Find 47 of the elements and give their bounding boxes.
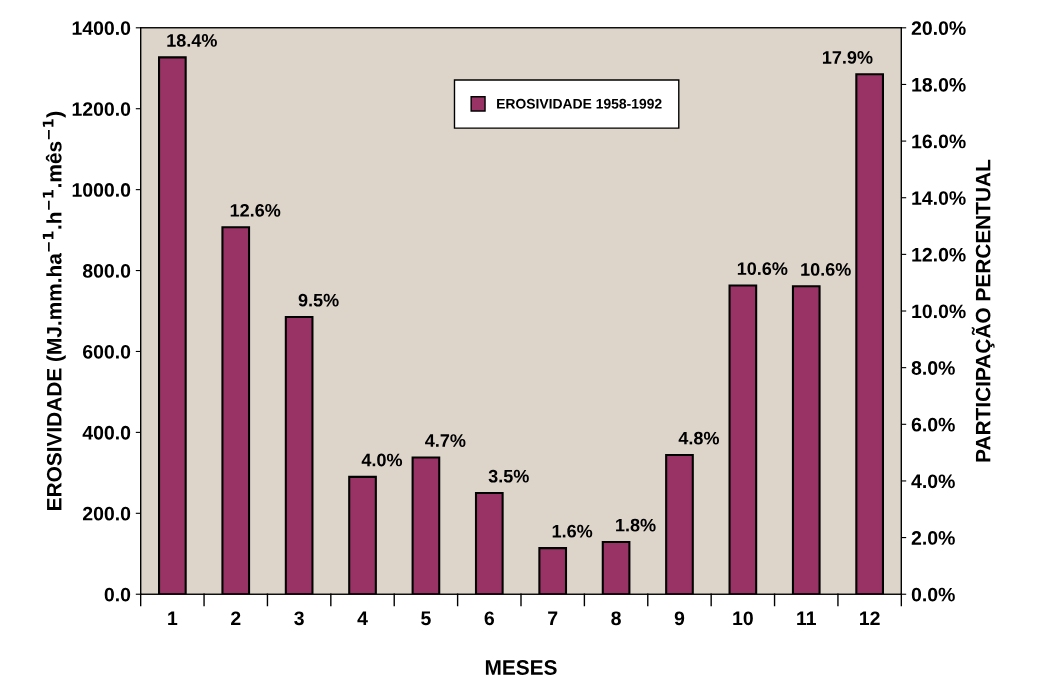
- y2-tick-label: 16.0%: [912, 134, 966, 149]
- y-tick-label: 0.0: [104, 587, 131, 602]
- x-tick-label: 4: [357, 611, 368, 625]
- y2-tick-label: 2.0%: [911, 531, 955, 545]
- x-tick-label: 11: [797, 611, 816, 625]
- x-tick-label: 2: [231, 611, 241, 625]
- x-tick-label: 3: [294, 611, 304, 626]
- y2-tick-label: 10.0%: [912, 304, 966, 319]
- x-tick-label: 12: [860, 611, 880, 625]
- x-tick-label: 1: [168, 611, 178, 625]
- annotation: 12.6%: [230, 203, 281, 217]
- y-axis-title: EROSIVIDADE (MJ.mm.ha$^{−1}$.h$^{−1}$.mês$^{−1}$): [42, 111, 66, 510]
- y2-tick-label: 20.0%: [911, 21, 966, 36]
- annotation: 4.0%: [361, 453, 403, 467]
- x-axis-title: MESES: [485, 660, 557, 675]
- legend-label: EROSIVIDADE 1958-1992: [497, 98, 662, 109]
- annotation: 9.5%: [298, 293, 339, 307]
- y-tick-label: 800.0: [82, 264, 131, 278]
- annotation: 10.6%: [737, 262, 788, 276]
- y2-axis-title: PARTICIPAÇÃO PERCENTUAL: [971, 159, 995, 462]
- y-tick-label: 1200.0: [72, 102, 131, 116]
- x-tick-label: 7: [548, 611, 558, 625]
- y2-tick-label: 4.0%: [911, 474, 955, 489]
- y2-tick-label: 18.0%: [912, 77, 966, 92]
- x-tick-label: 6: [484, 611, 495, 626]
- annotation: 1.8%: [616, 518, 656, 532]
- x-tick-label: 9: [674, 611, 685, 626]
- annotation: 10.6%: [801, 263, 851, 276]
- y2-tick-label: 12.0%: [912, 247, 966, 262]
- y-tick-label: 1000.0: [72, 183, 131, 197]
- y-tick-label: 200.0: [82, 506, 131, 521]
- annotation: 17.9%: [822, 51, 873, 64]
- annotation: 18.4%: [167, 34, 217, 47]
- x-tick-label: 5: [421, 611, 431, 626]
- annotation: 4.8%: [678, 431, 720, 445]
- y-tick-label: 600.0: [83, 344, 131, 359]
- x-tick-label: 8: [611, 611, 621, 626]
- x-tick-label: 10: [733, 611, 753, 626]
- y2-tick-label: 0.0%: [911, 587, 955, 602]
- annotation: 1.6%: [552, 524, 593, 538]
- y-tick-label: 400.0: [82, 425, 131, 440]
- y2-tick-label: 6.0%: [911, 417, 955, 432]
- y-tick-label: 1400.0: [72, 21, 131, 36]
- y2-tick-label: 8.0%: [911, 361, 955, 375]
- annotation: 4.7%: [425, 434, 466, 447]
- y2-tick-label: 14.0%: [912, 191, 966, 205]
- annotation: 3.5%: [488, 469, 529, 483]
